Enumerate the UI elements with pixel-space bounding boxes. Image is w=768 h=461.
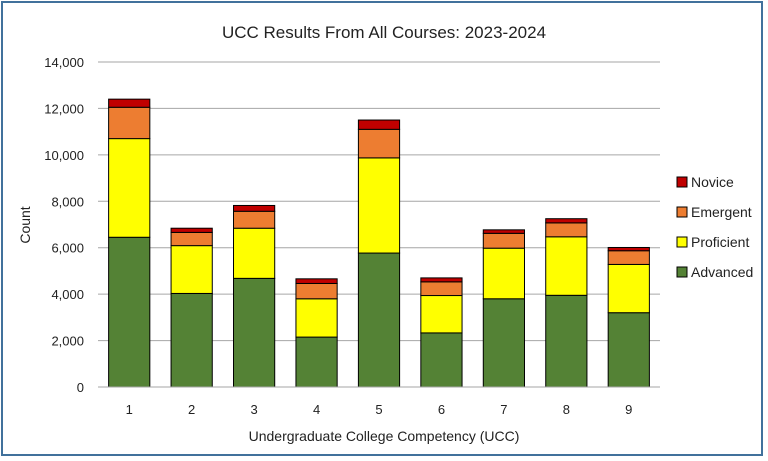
bar-segment-proficient (108, 138, 151, 238)
bar-segment-advanced (482, 298, 525, 388)
y-tick-label: 8,000 (51, 194, 84, 209)
bar-segment-proficient (295, 298, 338, 338)
bar-segment-novice (170, 227, 213, 233)
bar-segment-proficient (170, 245, 213, 294)
chart-title: UCC Results From All Courses: 2023-2024 (222, 23, 546, 42)
bar-segment-advanced (607, 312, 650, 388)
bar-segment-emergent (545, 222, 588, 238)
bar-segment-emergent (420, 281, 463, 297)
y-tick-label: 2,000 (51, 334, 84, 349)
bar-segment-proficient (357, 157, 401, 254)
bar-segment-novice (545, 218, 588, 224)
y-axis-title: Count (17, 206, 33, 243)
bar-segment-proficient (233, 227, 276, 279)
legend-label: Emergent (691, 204, 752, 220)
bar-segment-advanced (233, 277, 276, 388)
y-tick-label: 10,000 (44, 148, 84, 163)
bar-segment-advanced (357, 252, 401, 388)
bar-segment-emergent (295, 282, 338, 300)
legend-swatch (676, 176, 688, 188)
bar-segment-emergent (233, 210, 276, 229)
legend-swatch (676, 266, 688, 278)
x-tick-label: 6 (438, 402, 445, 417)
x-tick-label: 5 (375, 402, 382, 417)
bar-segment-novice (420, 277, 463, 283)
y-tick-label: 12,000 (44, 101, 84, 116)
bar-segment-advanced (545, 294, 588, 388)
y-tick-label: 4,000 (51, 287, 84, 302)
bar-stack-5 (357, 119, 401, 388)
x-tick-label: 7 (500, 402, 507, 417)
y-tick-label: 0 (77, 380, 84, 395)
bar-segment-emergent (482, 232, 525, 249)
bar-segment-emergent (108, 106, 151, 140)
legend-label: Novice (691, 174, 734, 190)
legend-label: Proficient (691, 234, 749, 250)
bar-stack-6 (420, 277, 463, 388)
bars (108, 98, 650, 388)
bar-segment-proficient (420, 295, 463, 334)
bar-segment-novice (607, 246, 650, 252)
bar-stack-8 (545, 218, 588, 388)
bar-segment-advanced (108, 236, 151, 388)
bar-segment-emergent (170, 231, 213, 247)
bar-segment-advanced (170, 292, 213, 388)
bar-stack-4 (295, 278, 338, 388)
bar-segment-novice (295, 278, 338, 284)
x-tick-label: 4 (313, 402, 320, 417)
bar-stack-3 (233, 204, 276, 388)
x-axis-title: Undergraduate College Competency (UCC) (249, 428, 520, 444)
bar-segment-emergent (607, 250, 650, 265)
legend-item-advanced: Advanced (676, 264, 753, 280)
bar-segment-emergent (357, 128, 401, 159)
bar-segment-proficient (545, 236, 588, 296)
y-tick-label: 14,000 (44, 55, 84, 70)
bar-segment-novice (482, 229, 525, 234)
bar-segment-advanced (295, 336, 338, 388)
bar-segment-novice (108, 98, 151, 108)
bar-segment-proficient (607, 263, 650, 314)
bar-stack-7 (482, 229, 525, 388)
bar-segment-proficient (482, 247, 525, 300)
x-tick-label: 3 (250, 402, 257, 417)
x-tick-label: 9 (625, 402, 632, 417)
legend-item-emergent: Emergent (676, 204, 752, 220)
bar-stack-2 (170, 227, 213, 388)
legend-item-novice: Novice (676, 174, 734, 190)
legend: Novice Emergent Proficient Advanced (676, 174, 753, 280)
y-tick-label: 6,000 (51, 241, 84, 256)
x-tick-label: 2 (188, 402, 195, 417)
legend-item-proficient: Proficient (676, 234, 749, 250)
bar-segment-novice (233, 204, 276, 212)
legend-label: Advanced (691, 264, 753, 280)
bar-segment-novice (357, 119, 401, 130)
x-tick-label: 1 (126, 402, 133, 417)
legend-swatch (676, 236, 688, 248)
y-axis-ticks: 0 2,000 4,000 6,000 8,000 10,000 12,000 14,000 (44, 55, 84, 395)
bar-segment-advanced (420, 332, 463, 388)
bar-stack-9 (607, 246, 650, 388)
x-tick-label: 8 (563, 402, 570, 417)
legend-swatch (676, 206, 688, 218)
x-axis-ticks: 1 2 3 4 5 6 7 8 9 (126, 402, 633, 417)
bar-stack-1 (108, 98, 151, 388)
